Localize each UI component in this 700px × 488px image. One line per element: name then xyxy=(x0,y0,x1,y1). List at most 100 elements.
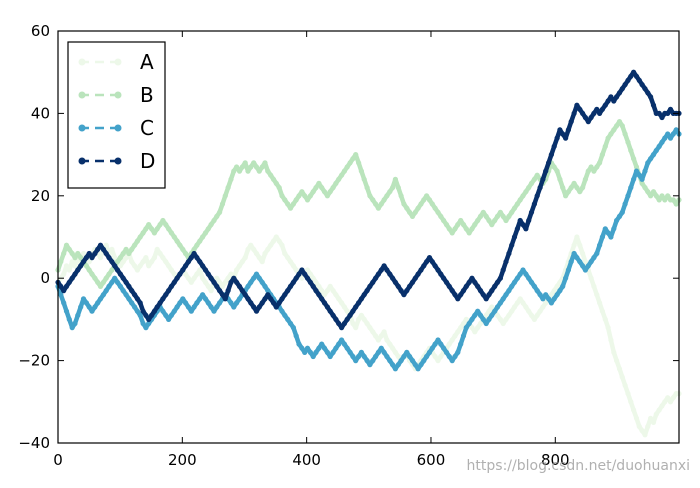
series-point-B xyxy=(222,193,228,199)
series-point-D xyxy=(494,279,501,285)
series-point-C xyxy=(648,156,654,162)
series-point-B xyxy=(282,197,288,203)
series-point-B xyxy=(446,226,452,232)
series-point-A xyxy=(514,300,521,306)
series-point-A xyxy=(381,329,387,335)
series-point-D xyxy=(307,279,313,285)
series-point-C xyxy=(262,283,268,289)
series-point-A xyxy=(327,283,333,289)
series-point-B xyxy=(659,193,665,199)
series-point-B xyxy=(611,127,617,133)
series-point-C xyxy=(500,296,506,302)
series-point-A xyxy=(605,325,611,331)
series-point-B xyxy=(163,222,169,228)
series-point-A xyxy=(367,325,373,331)
series-point-C xyxy=(106,283,112,289)
series-point-D xyxy=(316,292,322,298)
series-point-B xyxy=(619,123,625,129)
series-point-D xyxy=(123,279,129,285)
series-point-A xyxy=(659,403,665,409)
series-point-D xyxy=(262,296,268,302)
series-point-C xyxy=(418,362,424,368)
series-point-A xyxy=(69,259,75,265)
series-point-D xyxy=(304,275,311,281)
series-point-C xyxy=(361,353,367,360)
series-point-A xyxy=(554,283,560,289)
series-point-C xyxy=(611,226,617,232)
series-point-B xyxy=(526,185,532,191)
series-point-B xyxy=(157,222,163,228)
series-point-B xyxy=(197,238,203,244)
series-point-D xyxy=(86,250,92,257)
series-point-C xyxy=(146,320,152,327)
series-point-B xyxy=(653,193,659,199)
series-point-D xyxy=(319,296,325,302)
series-point-A xyxy=(146,263,152,269)
series-point-C xyxy=(95,300,101,306)
series-point-A xyxy=(97,255,104,261)
series-point-C xyxy=(200,292,206,298)
series-point-B xyxy=(97,283,104,289)
series-point-C xyxy=(214,304,220,310)
series-point-C xyxy=(299,345,305,351)
series-point-C xyxy=(565,267,572,273)
series-point-B xyxy=(225,185,231,191)
series-point-B xyxy=(477,213,484,219)
series-point-B xyxy=(401,201,407,207)
series-point-D xyxy=(61,288,67,294)
series-point-B xyxy=(339,172,345,178)
series-point-B xyxy=(72,255,78,261)
series-point-B xyxy=(370,197,376,203)
series-point-A xyxy=(270,238,277,244)
series-point-B xyxy=(270,176,277,182)
series-point-D xyxy=(282,292,288,298)
series-point-C xyxy=(285,316,291,322)
series-point-B xyxy=(650,189,657,195)
series-point-D xyxy=(273,304,279,310)
series-point-B xyxy=(299,189,305,195)
series-point-C xyxy=(424,353,430,360)
series-point-C xyxy=(475,308,481,314)
series-point-A xyxy=(324,288,330,294)
series-point-A xyxy=(392,349,398,355)
series-point-A xyxy=(112,255,118,261)
series-point-B xyxy=(441,217,447,224)
series-point-B xyxy=(92,275,98,281)
series-point-D xyxy=(166,288,172,294)
series-point-B xyxy=(83,263,89,269)
series-point-B xyxy=(287,205,294,211)
series-point-D xyxy=(120,275,126,281)
series-point-B xyxy=(404,205,410,211)
series-point-C xyxy=(321,345,328,351)
series-point-C xyxy=(489,312,495,318)
series-point-D xyxy=(259,300,265,306)
series-point-D xyxy=(574,102,580,108)
series-point-C xyxy=(656,143,662,149)
series-point-D xyxy=(563,135,569,141)
series-point-A xyxy=(194,271,200,277)
series-point-D xyxy=(66,279,72,285)
series-point-C xyxy=(245,283,251,289)
series-point-A xyxy=(452,333,458,339)
legend-marker-B xyxy=(114,91,122,99)
series-point-A xyxy=(256,255,262,261)
series-point-B xyxy=(327,189,333,195)
series-point-D xyxy=(234,279,240,285)
series-point-A xyxy=(72,263,78,269)
series-point-C xyxy=(117,283,123,289)
series-point-D xyxy=(551,143,557,149)
series-point-D xyxy=(568,119,574,125)
series-point-C xyxy=(560,283,566,289)
series-point-D xyxy=(398,288,404,294)
series-point-A xyxy=(61,271,67,277)
series-point-C xyxy=(463,325,469,331)
series-point-B xyxy=(426,197,433,203)
series-point-A xyxy=(160,255,166,261)
series-point-C xyxy=(197,296,203,302)
series-point-C xyxy=(506,288,512,294)
series-point-D xyxy=(373,275,379,281)
series-point-B xyxy=(517,197,523,203)
x-tick-label: 0 xyxy=(53,451,63,469)
series-point-D xyxy=(659,114,665,121)
series-point-A xyxy=(129,259,135,265)
